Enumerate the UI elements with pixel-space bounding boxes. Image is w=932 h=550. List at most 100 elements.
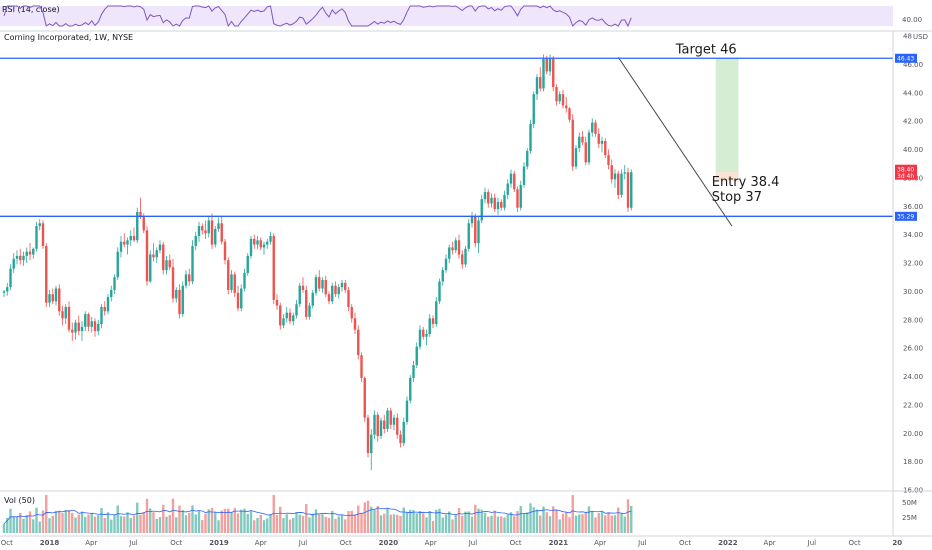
x-tick-label: Oct xyxy=(679,539,691,547)
price-pane: Corning Incorporated, 1W, NYSE USD 16.00… xyxy=(0,33,928,495)
candle-body xyxy=(493,197,496,210)
candle-body xyxy=(123,241,126,245)
volume-bar xyxy=(285,514,288,533)
volume-bar xyxy=(149,508,152,533)
volume-bar xyxy=(496,516,500,533)
volume-bar xyxy=(425,517,428,533)
candle-body xyxy=(461,254,464,265)
candle-body xyxy=(87,314,90,327)
volume-bar xyxy=(54,510,58,533)
volume-bar xyxy=(243,508,246,533)
svg-text:35.29: 35.29 xyxy=(897,214,914,221)
volume-bar xyxy=(191,505,194,533)
y-tick-label: 44.00 xyxy=(903,89,923,97)
candle-body xyxy=(217,223,220,229)
price-tag-last: 38.40 3d 4h xyxy=(895,164,917,180)
candle-body xyxy=(509,173,513,184)
volume-bar xyxy=(38,521,41,533)
volume-bar xyxy=(503,517,506,533)
volume-bar xyxy=(555,510,558,533)
candle-body xyxy=(490,197,493,204)
candle-body xyxy=(48,294,51,303)
price-tag-top: 46.43 xyxy=(895,53,917,63)
volume-bar xyxy=(331,510,334,533)
candle-body xyxy=(214,228,217,245)
volume-bar xyxy=(113,514,116,533)
candle-body xyxy=(357,329,360,356)
volume-bar xyxy=(389,514,392,533)
candle-body xyxy=(80,326,84,332)
volume-bar xyxy=(379,515,383,533)
candle-body xyxy=(470,216,474,224)
volume-bar xyxy=(386,508,389,533)
volume-bar xyxy=(399,515,402,533)
candle-body xyxy=(529,123,532,151)
volume-bar xyxy=(35,507,38,533)
candle-body xyxy=(412,365,415,378)
candle-body xyxy=(555,87,558,102)
candle-body xyxy=(93,321,97,332)
candle-body xyxy=(448,247,451,259)
candle-body xyxy=(334,285,337,295)
volume-bar xyxy=(214,511,217,533)
target-zone xyxy=(715,58,739,173)
candle-body xyxy=(500,201,503,208)
y-tick-label: 30.00 xyxy=(903,288,923,296)
volume-bar xyxy=(6,517,9,533)
candle-body xyxy=(155,250,158,258)
candle-body xyxy=(454,240,457,251)
volume-bar xyxy=(256,517,259,533)
volume-bar xyxy=(181,510,184,533)
candle-body xyxy=(399,434,402,444)
candle-body xyxy=(266,241,269,245)
candle-body xyxy=(28,251,32,255)
rsi-pane: RSI (14, close) 40.00 xyxy=(0,5,932,32)
candle-body xyxy=(71,329,74,333)
volume-bar xyxy=(25,515,28,533)
volume-bar xyxy=(545,512,548,533)
candle-body xyxy=(457,240,461,255)
candle-body xyxy=(106,297,110,312)
volume-bar xyxy=(279,506,282,533)
volume-bar xyxy=(610,515,613,533)
volume-bar xyxy=(552,506,555,533)
volume-bar xyxy=(613,515,617,533)
volume-bar xyxy=(542,506,545,533)
candle-body xyxy=(171,267,175,299)
volume-bar xyxy=(259,514,262,533)
candle-body xyxy=(487,192,490,204)
candle-body xyxy=(90,321,93,327)
volume-bar xyxy=(412,510,415,533)
trendline[interactable] xyxy=(617,57,733,227)
candle-body xyxy=(233,274,236,293)
x-tick-label: 2021 xyxy=(549,539,569,547)
volume-bar xyxy=(12,516,15,533)
y-tick-label: 32.00 xyxy=(903,260,923,268)
volume-bar xyxy=(428,510,431,533)
volume-bar xyxy=(360,512,363,533)
candle-body xyxy=(464,248,467,265)
volume-bar xyxy=(171,498,175,533)
candle-body xyxy=(360,355,363,378)
volume-bar xyxy=(324,516,327,533)
y-tick-label: 42.00 xyxy=(903,118,923,126)
candle-body xyxy=(503,194,506,208)
candle-body xyxy=(262,244,266,248)
volume-bar xyxy=(558,519,561,533)
volume-bar xyxy=(366,500,370,533)
candle-body xyxy=(32,248,35,255)
volume-bar xyxy=(457,508,461,533)
candle-body xyxy=(451,247,454,251)
volume-bar xyxy=(418,511,422,533)
candle-body xyxy=(295,304,298,316)
volume-bar xyxy=(630,505,633,533)
volume-bar xyxy=(353,514,357,533)
volume-bar xyxy=(207,509,210,533)
volume-bar xyxy=(67,509,71,533)
candle-body xyxy=(129,236,132,241)
candle-body xyxy=(119,241,123,252)
volume-bar xyxy=(9,508,12,533)
candle-body xyxy=(25,251,28,256)
candle-body xyxy=(132,236,136,241)
